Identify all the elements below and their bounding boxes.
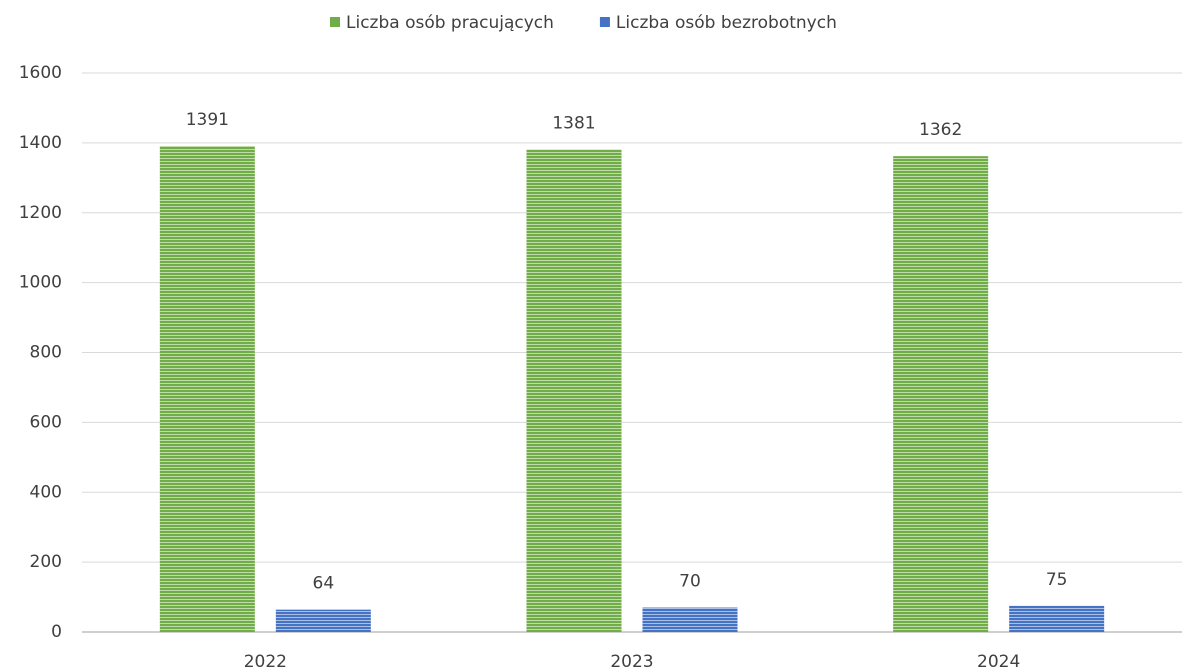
x-tick-label: 2024 (977, 652, 1020, 671)
y-tick-label: 400 (30, 482, 62, 502)
bar (893, 156, 989, 632)
bar (1009, 605, 1105, 632)
y-tick-label: 1400 (19, 133, 62, 153)
x-tick-label: 2023 (610, 652, 653, 671)
data-label: 75 (1046, 570, 1068, 590)
data-label: 1391 (186, 110, 229, 130)
y-tick-label: 600 (30, 412, 62, 432)
data-label: 64 (313, 574, 335, 594)
y-tick-label: 800 (30, 343, 62, 363)
bar (275, 609, 371, 632)
y-tick-label: 200 (30, 552, 62, 572)
bar (526, 149, 622, 632)
x-tick-label: 2022 (244, 652, 287, 671)
legend-label: Liczba osób pracujących (346, 13, 554, 33)
data-label: 70 (679, 572, 701, 592)
bar (159, 146, 255, 632)
y-tick-label: 1200 (19, 203, 62, 223)
legend-label: Liczba osób bezrobotnych (616, 13, 837, 33)
y-tick-label: 1000 (19, 273, 62, 293)
y-tick-label: 1600 (19, 63, 62, 83)
legend-swatch (599, 17, 610, 27)
y-tick-label: 0 (51, 622, 62, 642)
bar (642, 607, 738, 632)
data-label: 1381 (552, 114, 595, 134)
data-label: 1362 (919, 120, 962, 140)
legend-swatch (330, 17, 340, 27)
